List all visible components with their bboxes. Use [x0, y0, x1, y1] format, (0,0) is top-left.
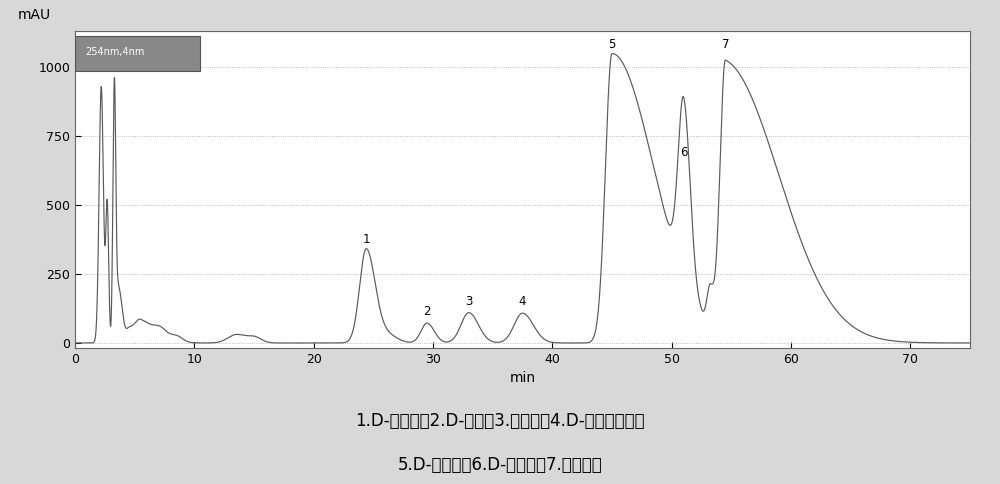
Text: 3: 3 [465, 295, 472, 308]
Text: 254nm,4nm: 254nm,4nm [86, 47, 145, 57]
Text: 1.D-甘露糖；2.D-核糖；3.鼠李糖；4.D-半乳糖醒酸；: 1.D-甘露糖；2.D-核糖；3.鼠李糖；4.D-半乳糖醒酸； [355, 412, 645, 430]
Text: 5.D-葡萄糖；6.D-半乳糖；7.阿拉伯糖: 5.D-葡萄糖；6.D-半乳糖；7.阿拉伯糖 [398, 455, 602, 474]
Text: 7: 7 [722, 38, 729, 51]
X-axis label: min: min [509, 371, 536, 384]
Y-axis label: mAU: mAU [18, 8, 51, 22]
Text: 4: 4 [519, 295, 526, 308]
Text: 5: 5 [608, 38, 616, 51]
FancyBboxPatch shape [75, 36, 200, 71]
Text: 6: 6 [680, 146, 687, 159]
Text: 2: 2 [423, 305, 431, 318]
Text: 1: 1 [362, 233, 370, 246]
